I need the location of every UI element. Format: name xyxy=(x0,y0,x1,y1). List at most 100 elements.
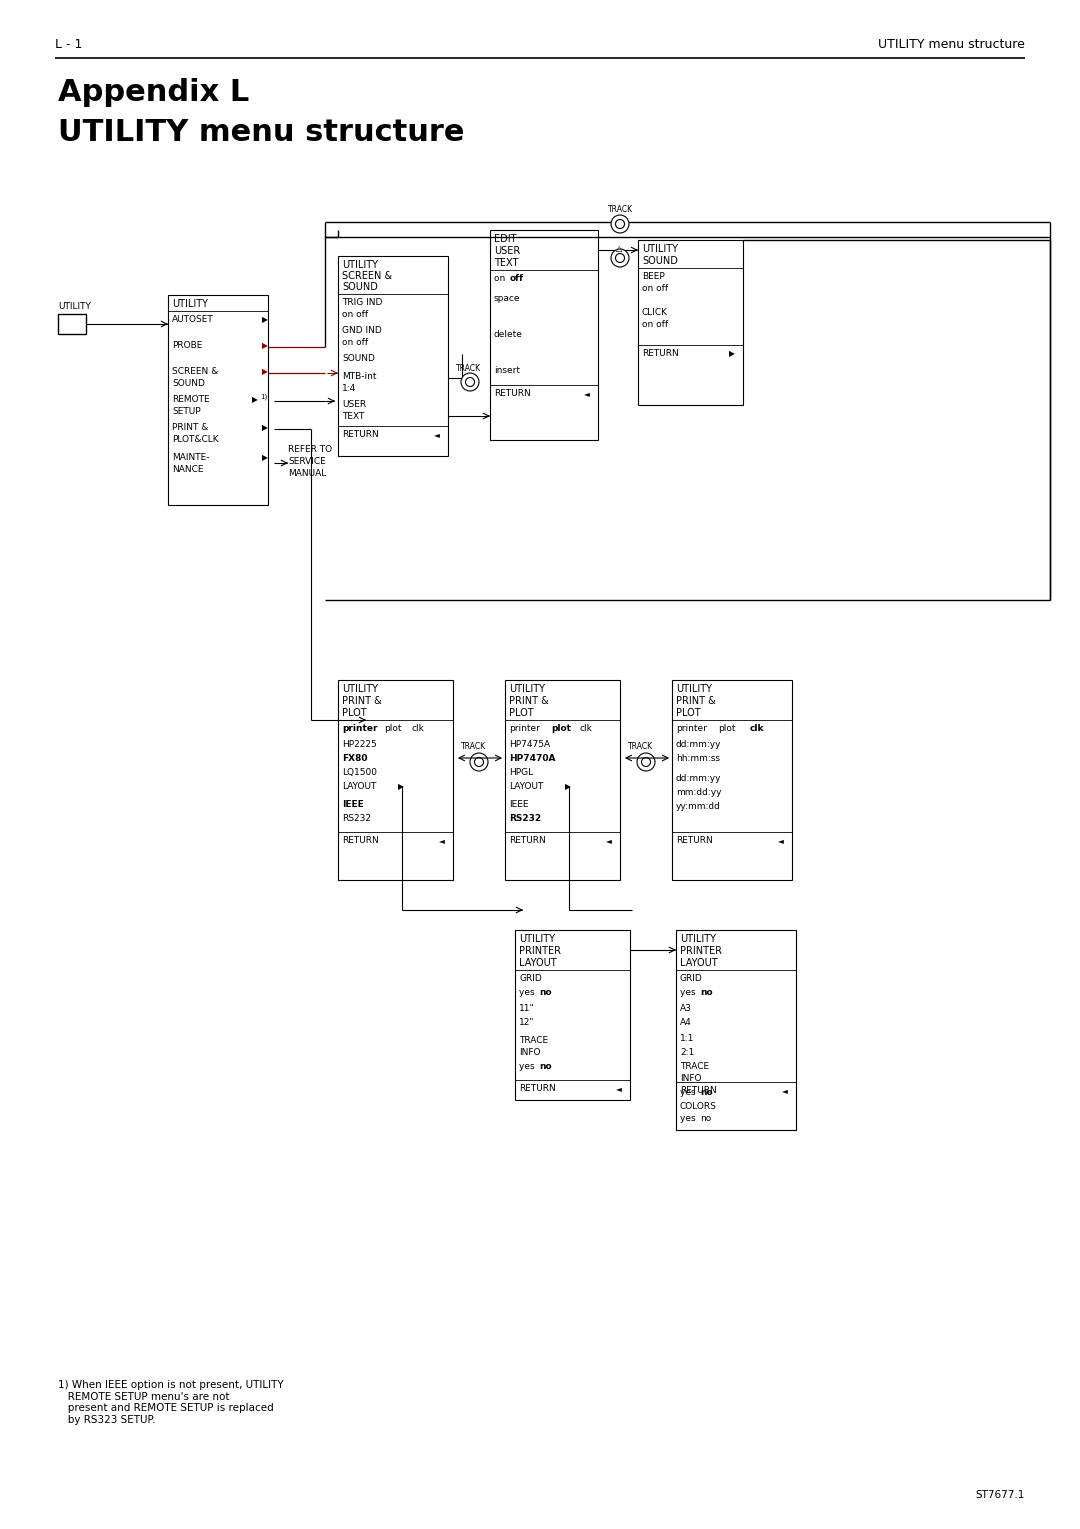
Text: UTILITY: UTILITY xyxy=(642,245,678,254)
Text: RETURN: RETURN xyxy=(519,1084,556,1093)
Circle shape xyxy=(465,378,474,387)
Text: TEXT: TEXT xyxy=(342,411,364,420)
Circle shape xyxy=(470,752,488,771)
Text: plot: plot xyxy=(718,725,735,732)
Text: yes: yes xyxy=(519,1063,538,1070)
Text: RETURN: RETURN xyxy=(680,1086,717,1095)
Text: no: no xyxy=(700,1089,713,1096)
Circle shape xyxy=(474,757,484,766)
Circle shape xyxy=(616,254,624,263)
Text: PLOT: PLOT xyxy=(342,708,366,719)
Text: on off: on off xyxy=(342,338,368,347)
Text: FX80: FX80 xyxy=(342,754,367,763)
Text: ▶: ▶ xyxy=(262,367,268,376)
Text: plot: plot xyxy=(551,725,571,732)
Text: ▶: ▶ xyxy=(252,394,258,404)
Text: ▶: ▶ xyxy=(262,315,268,324)
Text: HPGL: HPGL xyxy=(509,768,534,777)
Text: yes: yes xyxy=(519,988,538,997)
Text: space: space xyxy=(494,294,521,303)
Text: UTILITY: UTILITY xyxy=(519,934,555,943)
Text: ▶: ▶ xyxy=(262,341,268,350)
Text: ◄: ◄ xyxy=(778,836,784,846)
Text: 1:4: 1:4 xyxy=(342,384,356,393)
Text: TEXT: TEXT xyxy=(494,258,518,268)
Text: 2:1: 2:1 xyxy=(680,1047,694,1057)
Text: 1:1: 1:1 xyxy=(680,1034,694,1043)
Text: PLOT&CLK: PLOT&CLK xyxy=(172,434,218,443)
Text: printer: printer xyxy=(676,725,707,732)
Text: ▶: ▶ xyxy=(262,424,268,433)
Text: IEEE: IEEE xyxy=(342,800,364,809)
Text: SERVICE: SERVICE xyxy=(288,457,326,466)
Text: HP7475A: HP7475A xyxy=(509,740,550,749)
Text: PRINT &: PRINT & xyxy=(676,696,716,706)
Text: HP2225: HP2225 xyxy=(342,740,377,749)
Text: UTILITY: UTILITY xyxy=(342,260,378,271)
Text: SOUND: SOUND xyxy=(642,255,678,266)
Text: ▶: ▶ xyxy=(565,781,571,790)
Text: PROBE: PROBE xyxy=(172,341,202,350)
Text: 11": 11" xyxy=(519,1005,535,1014)
Text: PRINTER: PRINTER xyxy=(519,946,561,956)
Text: △: △ xyxy=(616,245,622,252)
Text: MAINTE-: MAINTE- xyxy=(172,453,210,462)
Text: GND IND: GND IND xyxy=(342,326,381,335)
Text: PRINTER: PRINTER xyxy=(680,946,723,956)
Text: RETURN: RETURN xyxy=(642,349,678,358)
Text: MTB-int: MTB-int xyxy=(342,372,377,381)
Circle shape xyxy=(461,373,480,391)
Text: PRINT &: PRINT & xyxy=(509,696,549,706)
Bar xyxy=(338,255,448,456)
Text: LAYOUT: LAYOUT xyxy=(519,959,556,968)
Text: on: on xyxy=(494,274,508,283)
Text: mm:dd:yy: mm:dd:yy xyxy=(676,787,721,797)
Text: SOUND: SOUND xyxy=(172,379,205,388)
Bar xyxy=(490,229,598,440)
Text: PLOT: PLOT xyxy=(509,708,534,719)
Text: LAYOUT: LAYOUT xyxy=(509,781,543,790)
Text: no: no xyxy=(700,988,713,997)
Text: yes: yes xyxy=(680,988,699,997)
Text: COLORS: COLORS xyxy=(680,1102,717,1112)
Text: PRINT &: PRINT & xyxy=(342,696,381,706)
Text: LQ1500: LQ1500 xyxy=(342,768,377,777)
Text: RETURN: RETURN xyxy=(494,388,530,398)
Text: TRACK: TRACK xyxy=(461,742,486,751)
Bar xyxy=(676,930,796,1130)
Text: USER: USER xyxy=(494,246,521,255)
Text: USER: USER xyxy=(342,401,366,408)
Text: yy:mm:dd: yy:mm:dd xyxy=(676,803,720,810)
Text: RETURN: RETURN xyxy=(342,430,379,439)
Text: LAYOUT: LAYOUT xyxy=(342,781,376,790)
Circle shape xyxy=(611,249,629,268)
Text: clk: clk xyxy=(579,725,592,732)
Text: ◄: ◄ xyxy=(438,836,445,846)
Text: AUTOSET: AUTOSET xyxy=(172,315,214,324)
Text: no: no xyxy=(700,1115,712,1122)
Text: MANUAL: MANUAL xyxy=(288,469,326,479)
Text: TRIG IND: TRIG IND xyxy=(342,298,382,307)
Text: clk: clk xyxy=(750,725,765,732)
Text: 1): 1) xyxy=(260,393,267,399)
Text: printer: printer xyxy=(342,725,378,732)
Text: ST7677.1: ST7677.1 xyxy=(975,1489,1025,1500)
Text: UTILITY: UTILITY xyxy=(58,303,91,310)
Bar xyxy=(505,680,620,881)
Text: TRACK: TRACK xyxy=(456,364,481,373)
Text: UTILITY: UTILITY xyxy=(680,934,716,943)
Text: delete: delete xyxy=(494,330,523,339)
Text: SOUND: SOUND xyxy=(342,281,378,292)
Text: SCREEN &: SCREEN & xyxy=(172,367,218,376)
Text: hh:mm:ss: hh:mm:ss xyxy=(676,754,720,763)
Text: ▶: ▶ xyxy=(729,349,734,358)
Text: ▶: ▶ xyxy=(399,781,404,790)
Text: RS232: RS232 xyxy=(342,813,372,823)
Text: on off: on off xyxy=(642,284,669,294)
Text: HP7470A: HP7470A xyxy=(509,754,555,763)
Text: RETURN: RETURN xyxy=(509,836,545,846)
Text: RS232: RS232 xyxy=(509,813,541,823)
Text: L - 1: L - 1 xyxy=(55,38,82,50)
Text: REMOTE: REMOTE xyxy=(172,394,210,404)
Text: TRACE: TRACE xyxy=(680,1063,710,1070)
